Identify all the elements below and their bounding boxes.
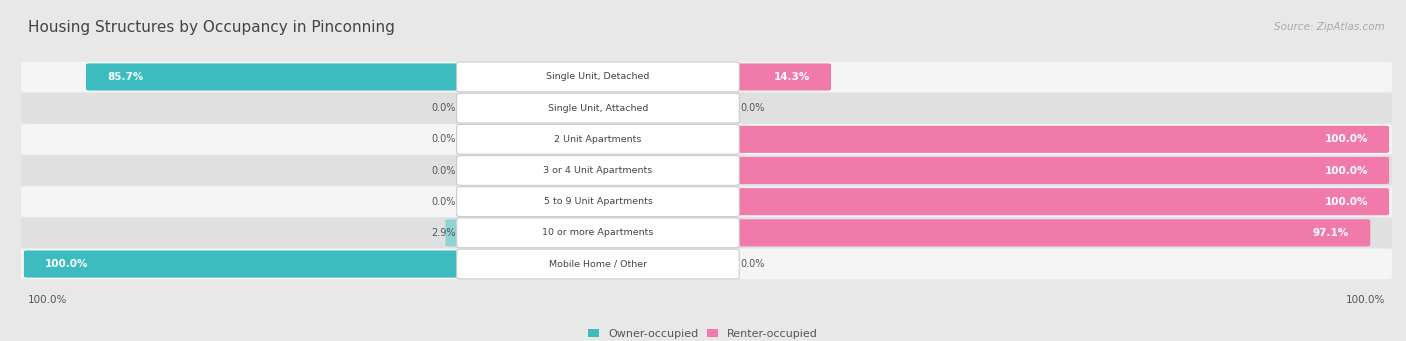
Text: 0.0%: 0.0% — [430, 103, 456, 113]
FancyBboxPatch shape — [21, 155, 1392, 186]
FancyBboxPatch shape — [457, 155, 740, 186]
Text: Single Unit, Detached: Single Unit, Detached — [547, 73, 650, 81]
FancyBboxPatch shape — [730, 219, 1371, 247]
Text: 100.0%: 100.0% — [28, 295, 67, 305]
Text: 2 Unit Apartments: 2 Unit Apartments — [554, 135, 641, 144]
Text: 0.0%: 0.0% — [741, 103, 765, 113]
Text: 85.7%: 85.7% — [107, 72, 143, 82]
Text: Single Unit, Attached: Single Unit, Attached — [548, 104, 648, 113]
Text: 0.0%: 0.0% — [430, 165, 456, 176]
FancyBboxPatch shape — [24, 251, 467, 278]
FancyBboxPatch shape — [457, 218, 740, 248]
Text: 14.3%: 14.3% — [773, 72, 810, 82]
FancyBboxPatch shape — [730, 126, 1389, 153]
FancyBboxPatch shape — [730, 188, 1389, 215]
FancyBboxPatch shape — [86, 63, 467, 90]
Text: 100.0%: 100.0% — [1324, 134, 1368, 144]
Text: 100.0%: 100.0% — [1346, 295, 1385, 305]
FancyBboxPatch shape — [21, 218, 1392, 248]
Text: 0.0%: 0.0% — [430, 134, 456, 144]
FancyBboxPatch shape — [21, 62, 1392, 92]
Text: 100.0%: 100.0% — [1324, 197, 1368, 207]
FancyBboxPatch shape — [21, 249, 1392, 279]
Text: 2.9%: 2.9% — [430, 228, 456, 238]
Text: 100.0%: 100.0% — [1324, 165, 1368, 176]
FancyBboxPatch shape — [457, 62, 740, 92]
Text: Housing Structures by Occupancy in Pinconning: Housing Structures by Occupancy in Pinco… — [28, 20, 395, 35]
FancyBboxPatch shape — [457, 93, 740, 123]
Text: 0.0%: 0.0% — [430, 197, 456, 207]
FancyBboxPatch shape — [21, 187, 1392, 217]
Text: 0.0%: 0.0% — [741, 259, 765, 269]
FancyBboxPatch shape — [457, 124, 740, 154]
FancyBboxPatch shape — [446, 219, 467, 247]
Text: 100.0%: 100.0% — [45, 259, 89, 269]
Text: 5 to 9 Unit Apartments: 5 to 9 Unit Apartments — [544, 197, 652, 206]
FancyBboxPatch shape — [730, 157, 1389, 184]
Text: 3 or 4 Unit Apartments: 3 or 4 Unit Apartments — [543, 166, 652, 175]
FancyBboxPatch shape — [21, 124, 1392, 154]
FancyBboxPatch shape — [457, 187, 740, 217]
Text: Source: ZipAtlas.com: Source: ZipAtlas.com — [1274, 22, 1385, 32]
FancyBboxPatch shape — [730, 63, 831, 90]
Legend: Owner-occupied, Renter-occupied: Owner-occupied, Renter-occupied — [588, 329, 818, 339]
Text: 97.1%: 97.1% — [1313, 228, 1350, 238]
FancyBboxPatch shape — [457, 249, 740, 279]
FancyBboxPatch shape — [21, 93, 1392, 123]
Text: 10 or more Apartments: 10 or more Apartments — [543, 228, 654, 237]
Text: Mobile Home / Other: Mobile Home / Other — [548, 260, 647, 268]
